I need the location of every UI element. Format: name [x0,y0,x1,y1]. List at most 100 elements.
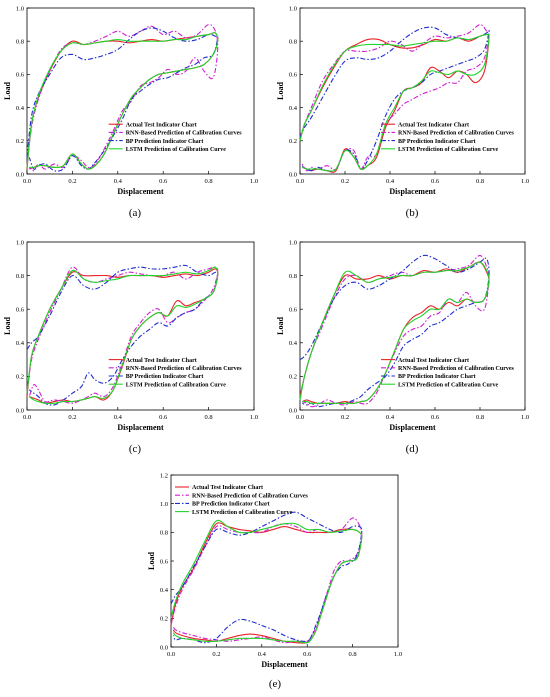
panel-caption: (a) [129,207,142,219]
x-axis-title: Displacement [117,187,164,196]
x-tick-label: 0.0 [296,414,304,421]
chart-panel-b: 0.0 0.2 0.4 0.6 0.8 1.0 0.0 0.2 0.4 0.6 0.8 1.0 Disp… [276,5,529,219]
x-tick-label: 0.4 [114,178,123,185]
x-tick-label: 0.2 [212,651,220,658]
y-tick-label: 0.0 [16,407,24,414]
x-tick-label: 0.2 [341,178,349,185]
x-tick-label: 0.6 [159,178,168,185]
y-tick-label: 0.6 [160,558,169,565]
series-line-3 [26,27,219,172]
x-tick-label: 0.8 [205,414,213,421]
legend-label: LSTM Prediction of Calibration Curve [126,147,227,153]
y-axis-title: Load [147,552,156,570]
y-tick-label: 0.6 [289,307,298,314]
legend-label: BP Prediction Indicator Chart [398,139,476,145]
y-tick-label: 0.8 [289,39,297,46]
legend-label: LSTM Prediction of Calibration Curve [398,382,499,388]
chart-panel-e: 0.0 0.2 0.4 0.6 0.8 1.0 0.0 0.2 0.4 0.6 0.8 1.0 1.2 D… [147,472,402,690]
x-tick-label: 0.6 [159,414,168,421]
x-tick-label: 0.4 [114,414,123,421]
y-tick-label: 1.0 [160,501,168,508]
legend: Actual Test Indicator Chart RNN-Based Pre… [381,122,515,153]
panel-caption: (e) [269,678,282,690]
y-tick-label: 1.2 [160,472,168,479]
y-tick-label: 0.2 [16,138,24,145]
y-tick-label: 0.6 [16,72,25,79]
legend-label: Actual Test Indicator Chart [126,122,197,128]
y-tick-label: 0.8 [16,39,24,46]
x-tick-label: 0.6 [303,651,312,658]
chart-panel-a: 0.0 0.2 0.4 0.6 0.8 1.0 0.0 0.2 0.4 0.6 0.8 1.0 Disp… [3,5,258,219]
y-tick-label: 0.8 [16,273,24,280]
x-tick-label: 1.0 [394,651,402,658]
legend-label: Actual Test Indicator Chart [192,485,263,491]
y-tick-label: 0.4 [160,587,169,594]
x-tick-label: 0.8 [205,178,213,185]
series-line-4 [299,261,490,404]
y-tick-label: 0.6 [16,307,25,314]
y-tick-label: 0.2 [16,374,24,381]
legend-label: BP Prediction Indicator Chart [398,374,476,380]
x-tick-label: 1.0 [521,178,529,185]
legend-label: BP Prediction Indicator Chart [126,374,204,380]
chart-panel-c: 0.0 0.2 0.4 0.6 0.8 1.0 0.0 0.2 0.4 0.6 0.8 1.0 Disp… [3,239,258,455]
y-axis-title: Load [276,317,285,335]
x-axis-title: Displacement [261,660,308,669]
legend-label: RNN-Based Prediction of Calibration Curv… [126,131,243,137]
legend-label: LSTM Prediction of Calibration Curve [398,147,499,153]
x-tick-label: 0.8 [476,178,484,185]
x-tick-label: 0.2 [68,178,76,185]
legend-label: RNN-Based Prediction of Calibration Curv… [126,366,243,372]
legend-label: Actual Test Indicator Chart [398,358,469,364]
panel-caption: (b) [406,207,419,219]
panel-caption: (c) [129,443,142,455]
x-axis-title: Displacement [117,423,164,432]
legend: Actual Test Indicator Chart RNN-Based Pre… [108,122,243,153]
legend-label: RNN-Based Prediction of Calibration Curv… [398,366,515,372]
legend-label: RNN-Based Prediction of Calibration Curv… [398,131,515,137]
series-line-3 [299,26,490,172]
series-line-3 [170,511,363,644]
y-tick-label: 0.6 [289,72,298,79]
plot-frame [170,474,399,648]
x-tick-label: 1.0 [521,414,529,421]
legend-label: Actual Test Indicator Chart [126,358,197,364]
series-line-4 [26,266,219,405]
legend-label: LSTM Prediction of Calibration Curve [126,382,227,388]
series-line-2 [26,24,219,172]
y-tick-label: 0.2 [289,138,297,145]
y-tick-label: 0.0 [160,644,168,651]
legend-label: RNN-Based Prediction of Calibration Curv… [192,493,309,499]
x-tick-label: 0.8 [349,651,357,658]
x-tick-label: 0.8 [476,414,484,421]
x-tick-label: 0.6 [431,414,440,421]
x-tick-label: 0.0 [167,651,175,658]
x-axis-title: Displacement [389,423,436,432]
y-tick-label: 1.0 [16,5,24,12]
y-tick-label: 0.4 [289,105,298,112]
x-tick-label: 0.0 [296,178,304,185]
panel-caption: (d) [406,443,419,455]
x-tick-label: 1.0 [250,178,258,185]
series-line-4 [299,33,490,172]
legend: Actual Test Indicator Chart RNN-Based Pre… [381,358,515,388]
x-tick-label: 0.4 [386,178,395,185]
legend-label: BP Prediction Indicator Chart [126,139,204,145]
y-tick-label: 0.0 [16,171,24,178]
y-tick-label: 0.8 [289,273,297,280]
series-line-4 [26,32,219,170]
y-axis-title: Load [276,82,285,100]
x-tick-label: 0.4 [386,414,395,421]
y-tick-label: 1.0 [289,5,297,12]
y-tick-label: 1.0 [289,239,297,246]
x-tick-label: 0.6 [431,178,440,185]
y-tick-label: 0.4 [289,340,298,347]
x-tick-label: 0.4 [258,651,267,658]
y-tick-label: 0.4 [16,105,25,112]
x-tick-label: 0.2 [68,414,76,421]
y-axis-title: Load [3,317,12,335]
chart-panel-d: 0.0 0.2 0.4 0.6 0.8 1.0 0.0 0.2 0.4 0.6 0.8 1.0 Disp… [276,239,529,455]
series-line-4 [170,519,363,644]
y-tick-label: 0.2 [160,616,168,623]
